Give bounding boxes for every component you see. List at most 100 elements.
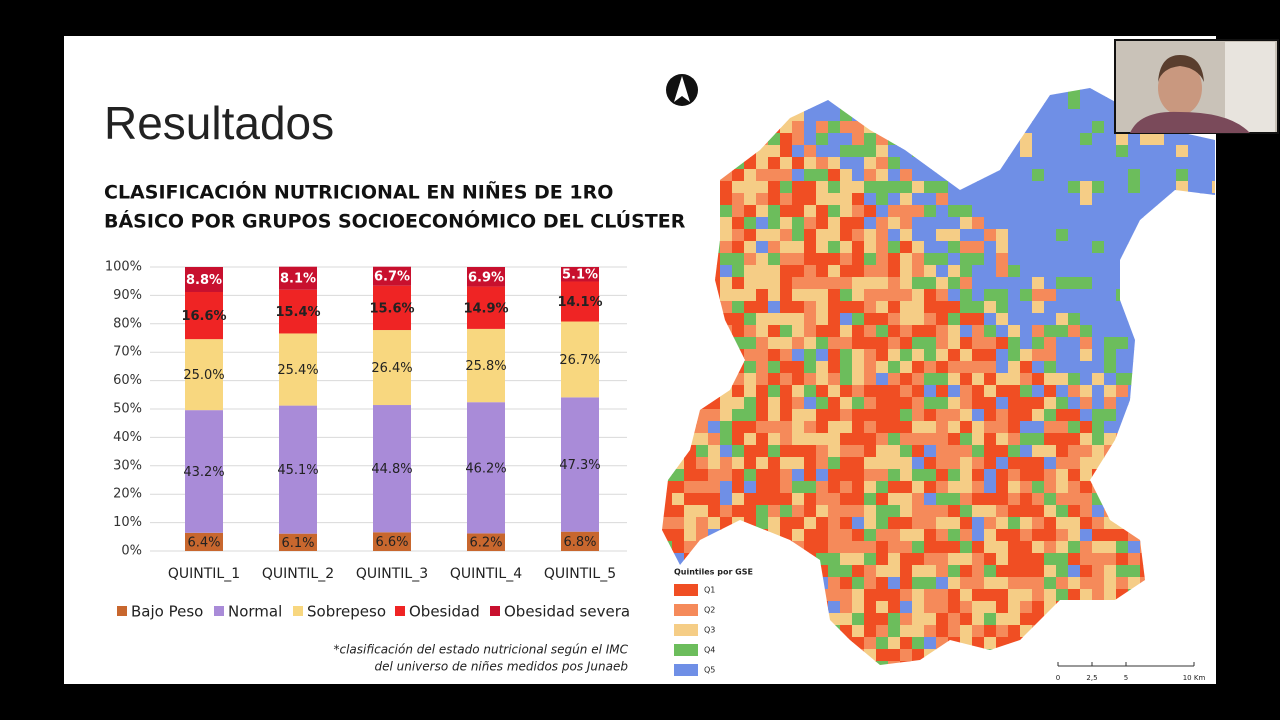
map-cell xyxy=(936,361,949,374)
map-cell xyxy=(1020,553,1033,566)
data-label: 25.8% xyxy=(465,359,506,374)
map-cell xyxy=(732,469,745,482)
map-cell xyxy=(900,349,913,362)
map-cell xyxy=(960,565,973,578)
map-cell xyxy=(708,445,721,458)
map-cell xyxy=(720,445,733,458)
map-cell xyxy=(1068,505,1081,518)
map-cell xyxy=(780,361,793,374)
map-cell xyxy=(984,337,997,350)
map-cell xyxy=(768,349,781,362)
map-cell xyxy=(876,373,889,386)
map-cell xyxy=(1032,469,1045,482)
map-cell xyxy=(1044,445,1057,458)
map-cell xyxy=(1056,469,1069,482)
map-cell xyxy=(804,409,817,422)
map-cell xyxy=(936,469,949,482)
map-cell xyxy=(984,277,997,290)
map-cell xyxy=(840,565,853,578)
map-cell xyxy=(1068,88,1081,98)
map-cell xyxy=(804,397,817,410)
map-cell xyxy=(1068,181,1081,194)
map-cell xyxy=(1032,193,1045,206)
x-tick-label: QUINTIL_4 xyxy=(450,566,522,582)
map-cell xyxy=(1032,589,1045,602)
x-tick-label: QUINTIL_3 xyxy=(356,566,428,582)
map-cell xyxy=(912,553,925,566)
map-cell xyxy=(804,373,817,386)
map-cell xyxy=(1032,157,1045,170)
map-cell xyxy=(792,181,805,194)
map-cell xyxy=(1020,205,1033,218)
map-cell xyxy=(756,433,769,446)
map-cell xyxy=(840,157,853,170)
map-cell xyxy=(1020,373,1033,386)
map-cell xyxy=(768,217,781,230)
map-cell xyxy=(1008,325,1021,338)
map-cell xyxy=(864,133,877,146)
map-cell xyxy=(960,313,973,326)
map-cell xyxy=(1020,397,1033,410)
map-cell xyxy=(1080,325,1093,338)
map-cell xyxy=(1128,157,1141,170)
map-cell xyxy=(948,193,961,206)
map-cell xyxy=(1140,181,1153,194)
map-cell xyxy=(1032,481,1045,494)
map-cell xyxy=(936,181,949,194)
y-tick-label: 70% xyxy=(113,345,142,360)
map-cell xyxy=(1008,253,1021,266)
map-cell xyxy=(1068,253,1081,266)
map-cell xyxy=(1032,241,1045,254)
map-cell xyxy=(948,325,961,338)
map-cell xyxy=(1008,301,1021,314)
map-cell xyxy=(864,589,877,602)
map-cell xyxy=(792,241,805,254)
map-cell xyxy=(852,385,865,398)
map-cell xyxy=(888,313,901,326)
map-cell xyxy=(960,625,973,638)
map-cell xyxy=(948,397,961,410)
map-cell xyxy=(912,589,925,602)
map-cell xyxy=(828,529,841,542)
map-cell xyxy=(720,217,733,230)
map-cell xyxy=(972,517,985,530)
map-cell xyxy=(1056,409,1069,422)
map-cell xyxy=(1068,325,1081,338)
map-cell xyxy=(1044,313,1057,326)
map-cell xyxy=(912,289,925,302)
map-cell xyxy=(888,265,901,278)
map-cell xyxy=(840,445,853,458)
map-cell xyxy=(984,493,997,506)
map-cell xyxy=(1080,277,1093,290)
map-cell xyxy=(1032,529,1045,542)
map-cell xyxy=(1032,421,1045,434)
map-cell xyxy=(1008,313,1021,326)
map-cell xyxy=(900,481,913,494)
map-cell xyxy=(876,409,889,422)
map-cell xyxy=(888,145,901,158)
map-cell xyxy=(972,241,985,254)
data-label: 6.2% xyxy=(469,536,502,551)
map-cell xyxy=(792,229,805,242)
bar-segment xyxy=(279,333,317,406)
map-cell xyxy=(984,181,997,194)
map-cell xyxy=(972,325,985,338)
map-cell xyxy=(1056,277,1069,290)
map-cell xyxy=(1020,277,1033,290)
map-cell xyxy=(1068,529,1081,542)
map-cell xyxy=(912,493,925,506)
map-cell xyxy=(1104,229,1117,242)
map-cell xyxy=(852,493,865,506)
map-cell xyxy=(984,457,997,470)
map-cell xyxy=(1080,349,1093,362)
map-cell xyxy=(804,301,817,314)
map-cell xyxy=(960,361,973,374)
map-cell xyxy=(960,229,973,242)
map-cell xyxy=(864,289,877,302)
map-cell xyxy=(948,433,961,446)
map-cell xyxy=(864,565,877,578)
map-cell xyxy=(816,409,829,422)
map-cell xyxy=(852,529,865,542)
map-cell xyxy=(1068,397,1081,410)
